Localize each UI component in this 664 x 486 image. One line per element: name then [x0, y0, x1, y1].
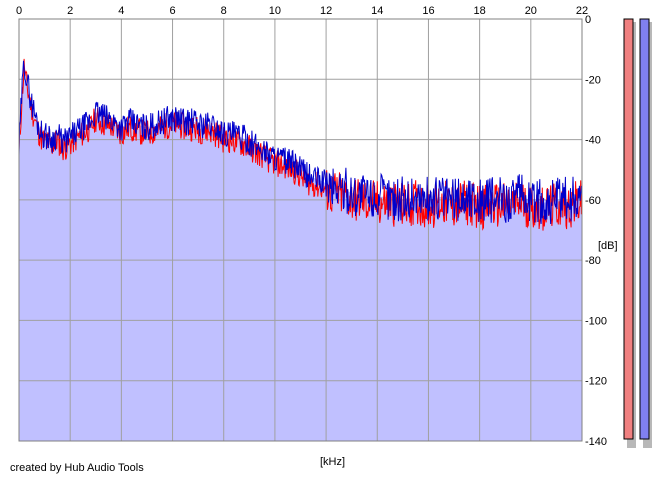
y-tick-label: -60 [585, 195, 601, 207]
x-tick-label: 14 [371, 5, 383, 17]
y-tick-label: -140 [585, 436, 607, 448]
x-tick-label: 18 [474, 5, 486, 17]
series-line-blue [18, 60, 583, 225]
y-axis-unit-label: [dB] [598, 240, 618, 252]
x-tick-label: 16 [422, 5, 434, 17]
y-tick-label: 0 [585, 14, 591, 26]
y-tick-label: -40 [585, 135, 601, 147]
spectrum-fill-area [19, 61, 582, 441]
x-tick-label: 2 [67, 5, 73, 17]
x-tick-label: 20 [525, 5, 537, 17]
x-tick-label: 4 [118, 5, 124, 17]
x-tick-label: 12 [320, 5, 332, 17]
x-tick-label: 10 [269, 5, 281, 17]
y-tick-label: -120 [585, 376, 607, 388]
x-tick-label: 6 [169, 5, 175, 17]
y-tick-label: -80 [585, 255, 601, 267]
x-tick-label: 0 [16, 5, 22, 17]
plot-border [18, 18, 583, 442]
level-meter-right [639, 18, 650, 440]
x-axis-unit-label: [kHz] [320, 456, 346, 468]
x-tick-label: 22 [576, 5, 588, 17]
credit-text: created by Hub Audio Tools [10, 462, 144, 474]
x-tick-label: 8 [221, 5, 227, 17]
y-tick-label: -20 [585, 74, 601, 86]
y-tick-label: -100 [585, 315, 607, 327]
level-meter-left [623, 18, 634, 440]
